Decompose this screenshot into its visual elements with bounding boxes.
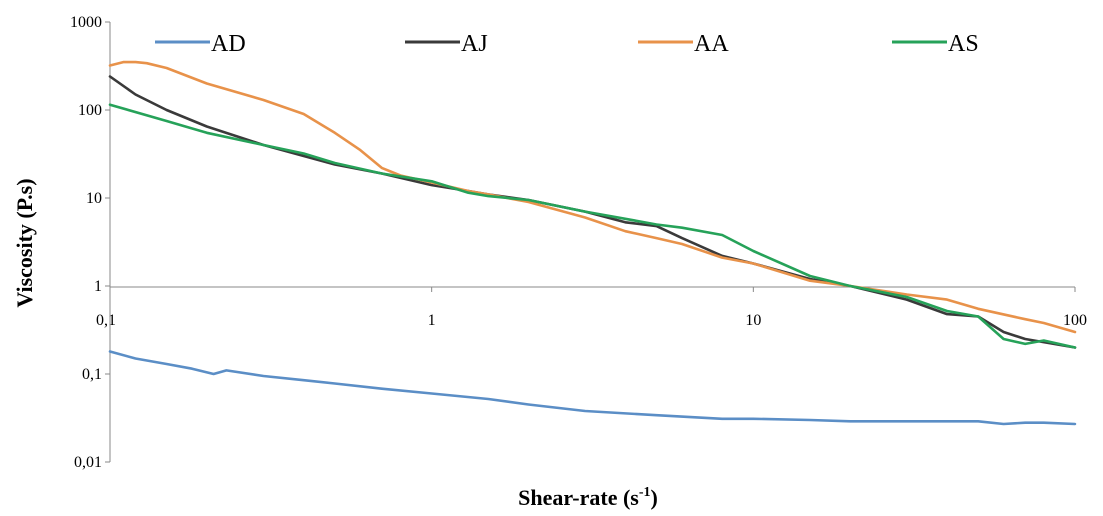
y-tick-label: 1000 xyxy=(70,14,102,31)
axes xyxy=(105,21,1076,463)
legend-label-aj: AJ xyxy=(461,31,488,57)
y-tick-label: 0,01 xyxy=(74,454,102,471)
x-tick-labels: 0,1 1 10 100 xyxy=(96,312,1087,329)
legend-label-as: AS xyxy=(948,31,979,57)
y-tick-labels: 0,01 0,1 1 10 100 1000 xyxy=(70,14,102,471)
y-tick-label: 100 xyxy=(78,102,102,119)
x-axis-title-close: ) xyxy=(651,485,658,510)
x-tick-label: 0,1 xyxy=(96,312,116,329)
y-tick-label: 10 xyxy=(86,190,102,207)
series-line-aa xyxy=(108,60,1077,334)
y-tick-label: 0,1 xyxy=(82,366,102,383)
x-axis-title: Shear-rate (s-1) xyxy=(518,485,658,510)
x-axis-title-main: Shear-rate (s xyxy=(518,485,639,510)
x-tick-label: 1 xyxy=(428,312,436,329)
legend-label-aa: AA xyxy=(694,31,729,57)
legend-label-ad: AD xyxy=(211,31,246,57)
x-tick-label: 10 xyxy=(745,312,761,329)
y-tick-label: 1 xyxy=(94,278,102,295)
series-line-ad xyxy=(108,350,1077,426)
series-line-as xyxy=(108,103,1077,349)
y-axis-title: Viscosity (P.s) xyxy=(12,178,37,307)
x-axis-title-superscript: -1 xyxy=(639,485,651,500)
series-lines xyxy=(108,60,1077,426)
legend: AD AJ AA AS xyxy=(155,31,979,57)
x-tick-label: 100 xyxy=(1063,312,1087,329)
